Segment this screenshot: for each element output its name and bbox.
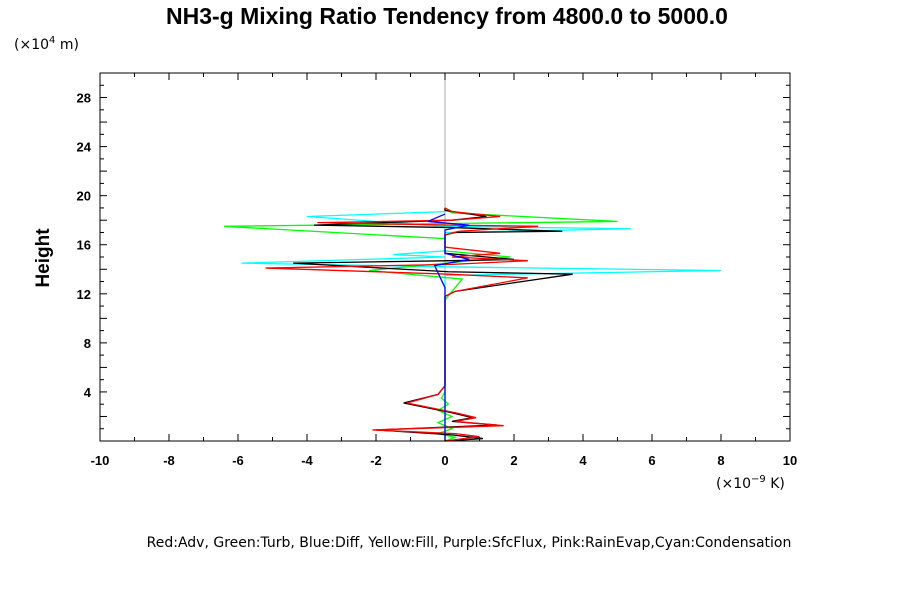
y-tick-label: 16	[77, 238, 91, 253]
x-tick-label: 2	[510, 453, 517, 468]
legend-text: Red:Adv, Green:Turb, Blue:Diff, Yellow:F…	[147, 535, 792, 551]
x-unit-label: (×10−9 K)	[716, 474, 785, 492]
y-tick-label: 20	[77, 189, 91, 204]
series-line-diff	[427, 213, 470, 441]
y-tick-label: 28	[77, 91, 91, 106]
series-line-condensation	[241, 207, 722, 441]
y-tick-label: 8	[84, 336, 91, 351]
x-tick-label: 10	[783, 453, 797, 468]
x-tick-label: 0	[441, 453, 448, 468]
y-unit-label: (×104 m)	[14, 35, 79, 53]
y-tick-label: 12	[77, 287, 91, 302]
x-tick-label: -2	[370, 453, 382, 468]
x-ticks: -10 -8 -6 -4 -2 0 2 4 6 8 10	[91, 73, 797, 468]
y-axis-label: Height	[33, 228, 54, 288]
x-tick-label: -4	[301, 453, 313, 468]
y-tick-label: 4	[84, 385, 92, 400]
x-tick-label: 4	[579, 453, 587, 468]
x-tick-label: 8	[717, 453, 724, 468]
x-tick-label: -8	[163, 453, 175, 468]
x-tick-label: -6	[232, 453, 244, 468]
series-lines	[224, 73, 722, 442]
x-tick-label: -10	[91, 453, 110, 468]
y-tick-label: 24	[77, 140, 92, 155]
y-ticks: 4 8 12 16 20 24 28	[77, 84, 790, 430]
series-line-adv	[265, 207, 539, 442]
x-tick-label: 6	[648, 453, 655, 468]
series-line-total	[293, 207, 573, 442]
chart-title: NH3-g Mixing Ratio Tendency from 4800.0 …	[166, 3, 728, 29]
